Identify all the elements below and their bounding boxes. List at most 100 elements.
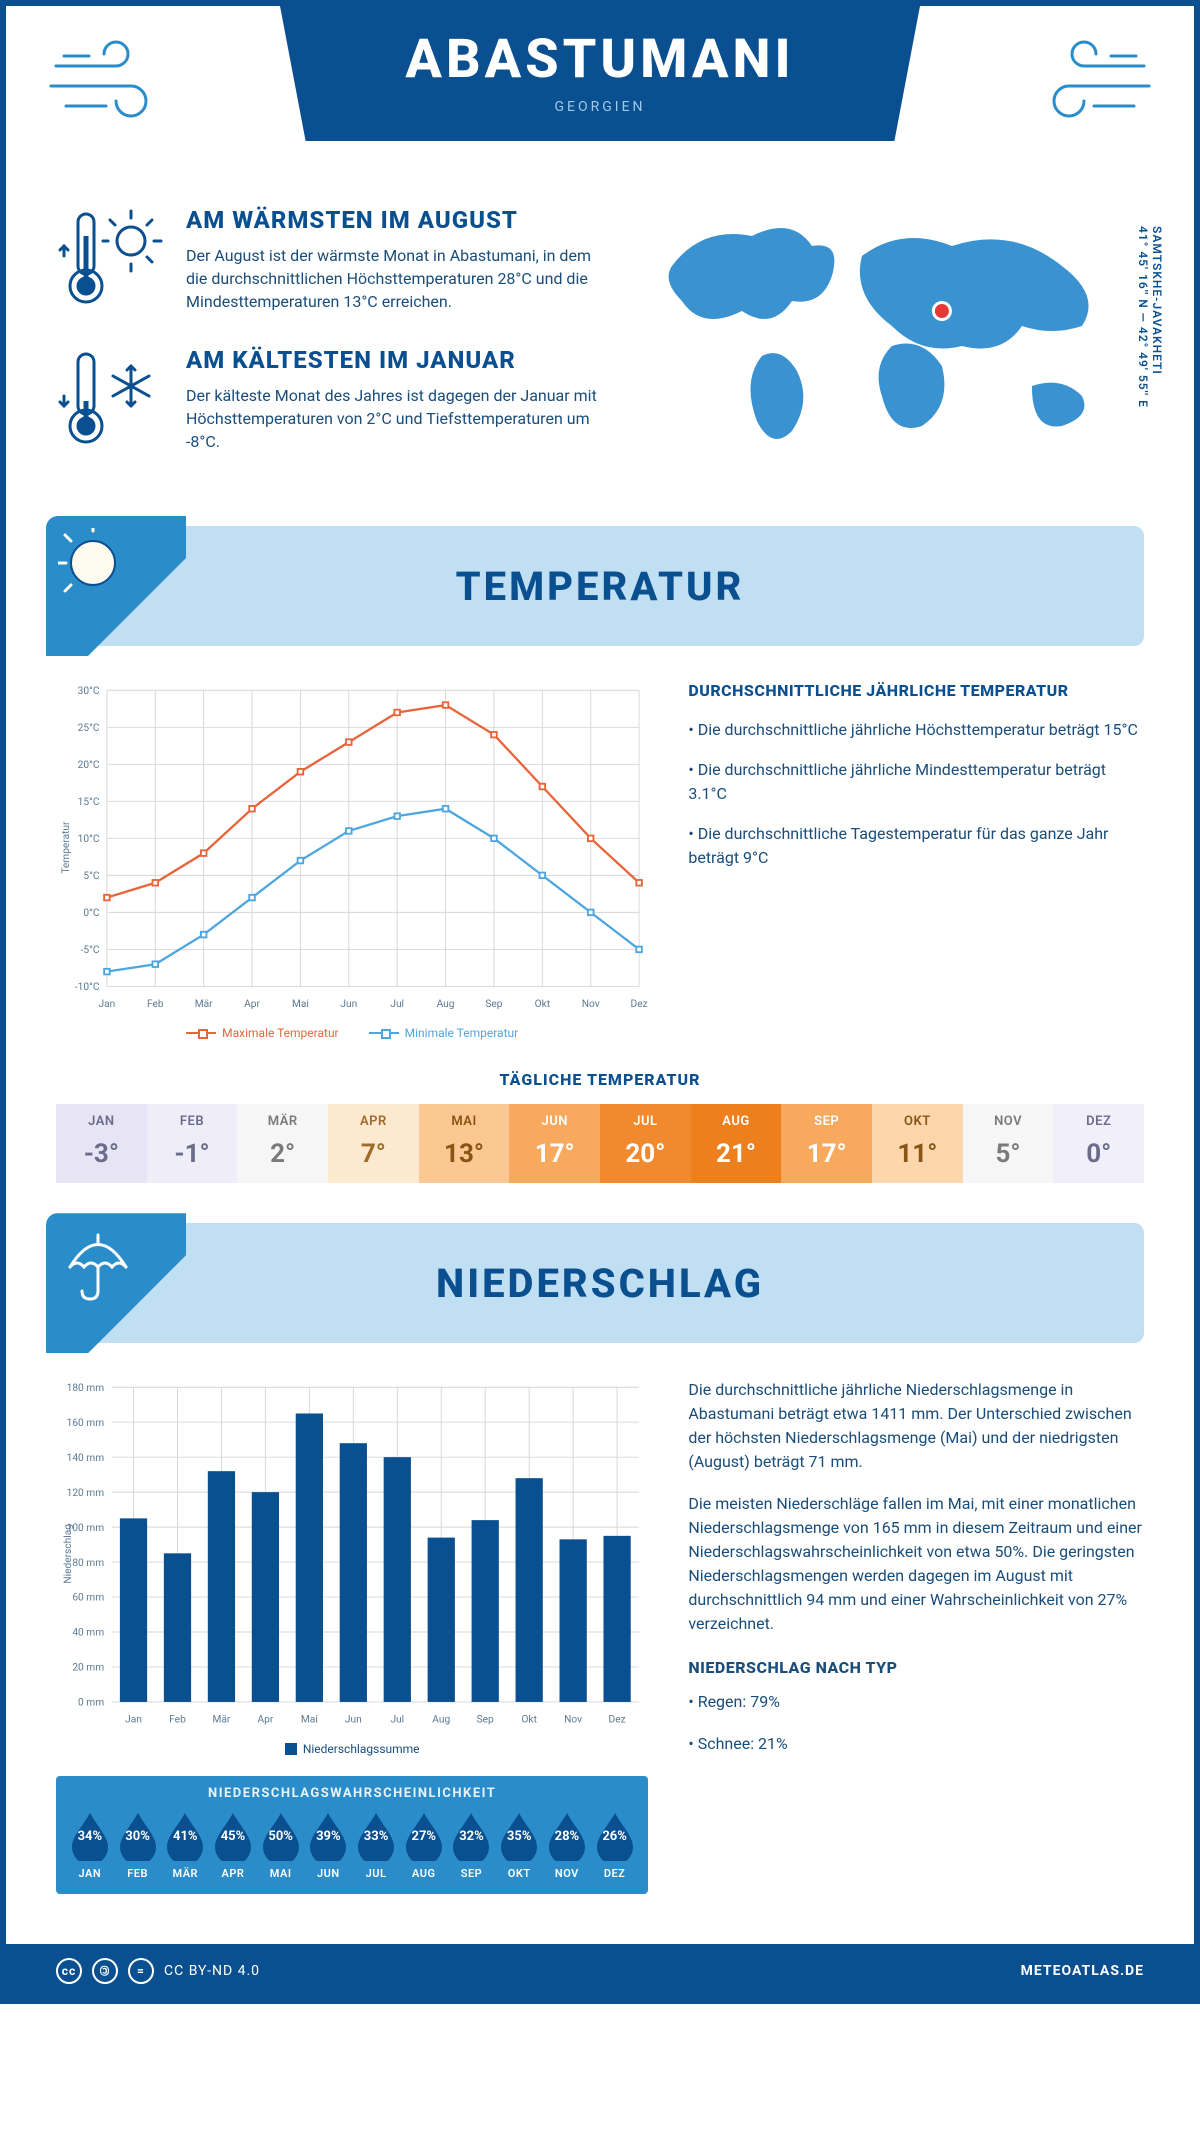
temp-cell: NOV5° — [963, 1104, 1054, 1183]
temp-bullet-2: • Die durchschnittliche Tagestemperatur … — [688, 822, 1144, 870]
raindrop-icon: 35% — [497, 1811, 541, 1861]
svg-text:20 mm: 20 mm — [72, 1663, 104, 1674]
prob-cell: 33%JUL — [352, 1811, 400, 1880]
precip-text: Die durchschnittliche jährliche Niedersc… — [688, 1378, 1144, 1894]
daily-temp-table: JAN-3°FEB-1°MÄR2°APR7°MAI13°JUN17°JUL20°… — [56, 1104, 1144, 1183]
prob-cell: 34%JAN — [66, 1811, 114, 1880]
warmest-fact: AM WÄRMSTEN IM AUGUST Der August ist der… — [56, 206, 610, 316]
wind-icon-right — [1024, 36, 1154, 126]
prob-cell: 35%OKT — [495, 1811, 543, 1880]
svg-text:160 mm: 160 mm — [67, 1418, 105, 1429]
svg-text:Nov: Nov — [564, 1714, 582, 1725]
temp-cell: OKT11° — [872, 1104, 963, 1183]
raindrop-icon: 26% — [593, 1811, 637, 1861]
precip-text-1: Die durchschnittliche jährliche Niedersc… — [688, 1378, 1144, 1474]
prob-title: NIEDERSCHLAGSWAHRSCHEINLICHKEIT — [56, 1776, 648, 1811]
svg-text:Mär: Mär — [195, 999, 213, 1010]
header: ABASTUMANI GEORGIEN — [6, 6, 1194, 186]
raindrop-icon: 27% — [402, 1811, 446, 1861]
prob-cell: 32%SEP — [448, 1811, 496, 1880]
temp-section-title: TEMPERATUR — [456, 563, 745, 610]
page-frame: ABASTUMANI GEORGIEN — [0, 0, 1200, 2004]
temp-cell: JAN-3° — [56, 1104, 147, 1183]
country-subtitle: GEORGIEN — [300, 99, 900, 115]
svg-text:Niederschlag: Niederschlag — [63, 1524, 74, 1584]
svg-text:Feb: Feb — [147, 999, 164, 1010]
coldest-fact: AM KÄLTESTEN IM JANUAR Der kälteste Mona… — [56, 346, 610, 456]
precip-type-0: • Regen: 79% — [688, 1690, 1144, 1714]
temp-bullet-1: • Die durchschnittliche jährliche Mindes… — [688, 758, 1144, 806]
temperature-chart: -10°C-5°C0°C5°C10°C15°C20°C25°C30°CJanFe… — [56, 681, 648, 1040]
raindrop-icon: 28% — [545, 1811, 589, 1861]
prob-cell: 39%JUN — [305, 1811, 353, 1880]
svg-text:30°C: 30°C — [78, 686, 100, 697]
thermometer-sun-icon — [56, 206, 166, 316]
svg-text:40 mm: 40 mm — [72, 1628, 104, 1639]
wind-icon-left — [46, 36, 176, 126]
umbrella-icon — [46, 1213, 186, 1353]
temp-side-title: DURCHSCHNITTLICHE JÄHRLICHE TEMPERATUR — [688, 681, 1144, 700]
svg-text:10°C: 10°C — [78, 834, 100, 845]
precip-section-title: NIEDERSCHLAG — [436, 1260, 764, 1307]
precip-legend: Niederschlagssumme — [56, 1742, 648, 1756]
prob-cell: 50%MAI — [257, 1811, 305, 1880]
temp-cell: APR7° — [328, 1104, 419, 1183]
temp-bullet-0: • Die durchschnittliche jährliche Höchst… — [688, 718, 1144, 742]
temp-cell: JUL20° — [600, 1104, 691, 1183]
cc-icon: cc — [56, 1958, 82, 1984]
svg-text:-5°C: -5°C — [81, 945, 100, 956]
temp-side-text: DURCHSCHNITTLICHE JÄHRLICHE TEMPERATUR •… — [688, 681, 1144, 886]
site-name: METEOATLAS.DE — [1021, 1963, 1144, 1979]
svg-text:Nov: Nov — [582, 999, 600, 1010]
svg-text:20°C: 20°C — [78, 760, 100, 771]
svg-text:Dez: Dez — [609, 1714, 626, 1725]
svg-text:140 mm: 140 mm — [67, 1453, 105, 1464]
precip-type-title: NIEDERSCHLAG NACH TYP — [688, 1656, 1144, 1680]
raindrop-icon: 33% — [354, 1811, 398, 1861]
svg-text:60 mm: 60 mm — [72, 1593, 104, 1604]
legend-min: Minimale Temperatur — [405, 1026, 519, 1040]
temperature-banner: TEMPERATUR — [56, 526, 1144, 646]
coldest-title: AM KÄLTESTEN IM JANUAR — [186, 346, 610, 374]
raindrop-icon: 30% — [116, 1811, 160, 1861]
raindrop-icon: 32% — [449, 1811, 493, 1861]
temp-cell: SEP17° — [781, 1104, 872, 1183]
svg-text:Mai: Mai — [292, 999, 309, 1010]
svg-text:25°C: 25°C — [78, 723, 100, 734]
svg-text:Temperatur: Temperatur — [61, 821, 72, 874]
top-info: AM WÄRMSTEN IM AUGUST Der August ist der… — [56, 206, 1144, 486]
prob-cell: 41%MÄR — [161, 1811, 209, 1880]
svg-text:0 mm: 0 mm — [78, 1698, 104, 1709]
prob-cell: 26%DEZ — [591, 1811, 639, 1880]
prob-cell: 28%NOV — [543, 1811, 591, 1880]
raindrop-icon: 39% — [306, 1811, 350, 1861]
svg-text:Mär: Mär — [213, 1714, 231, 1725]
svg-text:Apr: Apr — [244, 999, 260, 1010]
precip-legend-label: Niederschlagssumme — [303, 1742, 420, 1756]
svg-text:180 mm: 180 mm — [67, 1383, 105, 1394]
svg-text:Dez: Dez — [631, 999, 648, 1010]
prob-cell: 30%FEB — [114, 1811, 162, 1880]
svg-text:120 mm: 120 mm — [67, 1488, 105, 1499]
temp-cell: FEB-1° — [147, 1104, 238, 1183]
city-title: ABASTUMANI — [300, 28, 900, 91]
svg-text:Okt: Okt — [535, 999, 550, 1010]
precip-chart: 0 mm20 mm40 mm60 mm80 mm100 mm120 mm140 … — [56, 1378, 648, 1756]
svg-text:Jul: Jul — [390, 999, 404, 1010]
temp-cell: AUG21° — [691, 1104, 782, 1183]
raindrop-icon: 34% — [68, 1811, 112, 1861]
nd-icon: = — [128, 1958, 154, 1984]
coldest-text: Der kälteste Monat des Jahres ist dagege… — [186, 384, 610, 454]
svg-text:5°C: 5°C — [83, 871, 100, 882]
svg-text:Okt: Okt — [521, 1714, 536, 1725]
svg-text:Jul: Jul — [390, 1714, 404, 1725]
prob-cell: 27%AUG — [400, 1811, 448, 1880]
raindrop-icon: 41% — [163, 1811, 207, 1861]
temp-legend: Maximale Temperatur Minimale Temperatur — [56, 1026, 648, 1040]
temp-cell: MAI13° — [419, 1104, 510, 1183]
svg-text:Jun: Jun — [340, 999, 357, 1010]
raindrop-icon: 45% — [211, 1811, 255, 1861]
svg-text:80 mm: 80 mm — [72, 1558, 104, 1569]
svg-text:-10°C: -10°C — [75, 982, 100, 993]
svg-text:Mai: Mai — [301, 1714, 318, 1725]
